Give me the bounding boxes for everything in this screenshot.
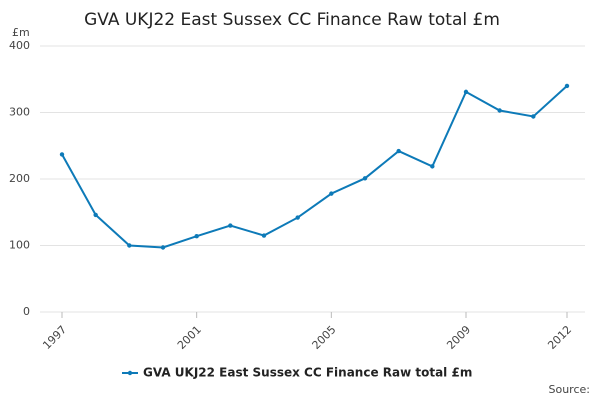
legend-label: GVA UKJ22 East Sussex CC Finance Raw tot… [143, 366, 472, 380]
y-tick-label: 300 [9, 106, 30, 119]
data-point [228, 223, 233, 228]
source: Source: [549, 383, 591, 396]
x-tick-label: 2009 [444, 323, 473, 352]
y-axis-label: £m [12, 26, 30, 39]
data-point [329, 191, 334, 196]
data-point [430, 164, 435, 169]
data-point [564, 83, 570, 89]
data-point [463, 89, 469, 95]
data-point [261, 233, 267, 238]
legend-swatch-dot [127, 370, 133, 376]
data-point [362, 176, 368, 181]
data-line [61, 85, 568, 249]
data-point [295, 215, 300, 220]
x-tick-label: 2001 [175, 323, 204, 352]
data-point [531, 114, 536, 119]
data-point [127, 243, 132, 248]
data-point [93, 212, 98, 218]
data-point [396, 148, 401, 154]
x-tick-label: 2012 [545, 323, 574, 352]
y-tick-label: 200 [9, 172, 30, 185]
data-point [160, 245, 166, 250]
x-tick-label: 2005 [310, 323, 339, 352]
y-tick-label: 400 [9, 39, 30, 52]
data-point [497, 108, 502, 113]
x-tick-label: 1997 [40, 323, 69, 352]
data-point [194, 233, 199, 239]
chart-title: GVA UKJ22 East Sussex CC Finance Raw tot… [84, 10, 500, 30]
y-tick-label: 0 [23, 305, 30, 318]
data-point [59, 152, 65, 157]
y-tick-label: 100 [9, 239, 30, 252]
